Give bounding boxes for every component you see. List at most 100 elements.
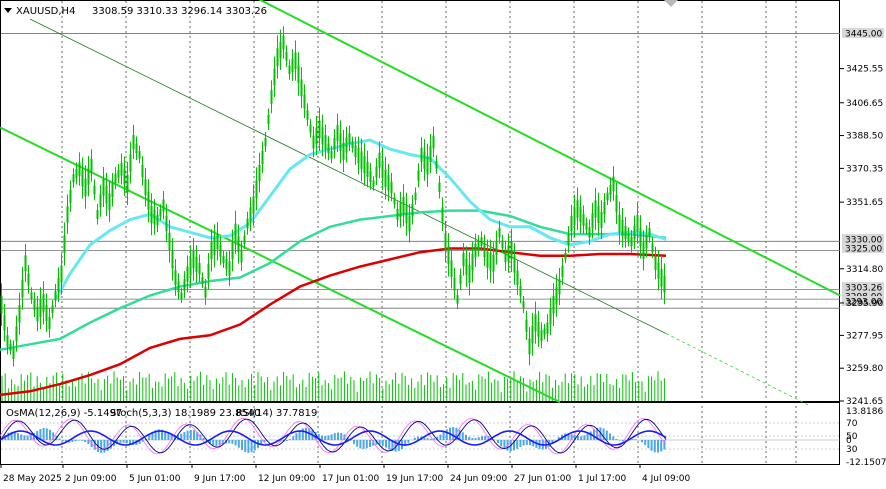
- candle-body: [327, 143, 330, 154]
- candle-body: [354, 145, 357, 158]
- candle-body: [267, 114, 270, 125]
- candle-body: [399, 202, 402, 218]
- candle-body: [57, 277, 60, 293]
- price-tick-label: 3277.95: [846, 331, 883, 341]
- candle-body: [282, 35, 285, 50]
- stoch-signal-line: [0, 417, 667, 455]
- candle-body: [237, 236, 240, 253]
- candle-body: [423, 151, 426, 169]
- candle-body: [363, 155, 366, 174]
- candle-body: [459, 274, 462, 285]
- osma-label: OsMA(12,26,9) -5.1497: [6, 408, 122, 419]
- oscillator-level-label: 70: [846, 419, 858, 429]
- candle-body: [534, 314, 537, 332]
- candle-body: [594, 200, 597, 218]
- candle-body: [33, 299, 36, 311]
- candle-body: [81, 169, 84, 187]
- candle-body: [108, 193, 111, 211]
- candle-body: [3, 315, 6, 331]
- candle-body: [0, 296, 3, 314]
- candle-body: [9, 344, 12, 351]
- candle-body: [279, 41, 282, 59]
- candle-body: [255, 180, 258, 199]
- candle-body: [213, 237, 216, 255]
- candle-body: [54, 290, 57, 301]
- candle-body: [390, 181, 393, 194]
- candle-body: [210, 241, 213, 260]
- candle-body: [102, 179, 105, 196]
- level-price-box: [842, 28, 884, 38]
- candle-body: [474, 243, 477, 258]
- candle-body: [45, 304, 48, 321]
- candle-body: [405, 205, 408, 224]
- candle-body: [243, 235, 246, 244]
- candle-body: [126, 174, 129, 193]
- candle-body: [153, 209, 156, 225]
- candle-body: [180, 292, 183, 299]
- candle-body: [618, 214, 621, 233]
- candle-body: [66, 206, 69, 223]
- candle-body: [42, 294, 45, 312]
- candle-body: [87, 168, 90, 185]
- candle-body: [540, 330, 543, 341]
- candle-body: [225, 259, 228, 270]
- candle-body: [636, 215, 639, 232]
- candle-body: [630, 236, 633, 247]
- candle-body: [300, 79, 303, 97]
- candle-body: [75, 169, 78, 179]
- candle-body: [159, 209, 162, 217]
- candle-body: [552, 296, 555, 314]
- candle-body: [471, 253, 474, 271]
- shift-marker-icon[interactable]: [664, 0, 678, 7]
- candle-body: [465, 258, 468, 276]
- candle-body: [84, 178, 87, 197]
- candle-body: [393, 197, 396, 205]
- candle-body: [270, 90, 273, 104]
- stoch-main-line: [0, 418, 667, 454]
- candle-body: [375, 166, 378, 178]
- candle-body: [588, 227, 591, 238]
- candle-body: [96, 210, 99, 219]
- dropdown-triangle-icon[interactable]: [4, 8, 12, 13]
- price-tick-label: 3388.50: [846, 132, 883, 142]
- candle-body: [246, 218, 249, 229]
- oscillator-level-label: 13.8186: [846, 407, 883, 417]
- main-chart-frame: [0, 0, 840, 402]
- candle-body: [261, 150, 264, 165]
- candle-body: [426, 156, 429, 175]
- time-tick-label: 17 Jun 01:00: [322, 474, 379, 484]
- candle-body: [333, 137, 336, 151]
- candle-body: [567, 234, 570, 246]
- candle-body: [639, 228, 642, 246]
- candle-body: [558, 279, 561, 295]
- candle-body: [312, 135, 315, 149]
- time-tick-label: 5 Jun 01:00: [129, 474, 181, 484]
- candle-body: [603, 201, 606, 215]
- candle-body: [495, 240, 498, 255]
- candle-body: [528, 338, 531, 355]
- candle-body: [273, 68, 276, 86]
- candle-body: [345, 137, 348, 153]
- candle-body: [219, 244, 222, 257]
- price-axis: 3425.55 3406.65 3388.50 3370.35 3351.65 3314.…: [840, 65, 883, 407]
- candle-body: [348, 133, 351, 144]
- candle-body: [60, 265, 63, 283]
- trendline-extension: [665, 333, 811, 407]
- candle-body: [192, 250, 195, 269]
- candle-body: [453, 277, 456, 291]
- stoch-label: Stoch(5,3,3) 18.1989 23.8540: [110, 408, 261, 419]
- candle-body: [258, 164, 261, 182]
- candle-body: [117, 169, 120, 178]
- candle-body: [525, 319, 528, 332]
- candle-body: [411, 203, 414, 217]
- level-price-label: 3325.00: [845, 245, 882, 255]
- time-tick-label: 9 Jun 17:00: [194, 474, 246, 484]
- indicator-frame: [0, 402, 840, 465]
- candle-body: [582, 213, 585, 226]
- candle-body: [516, 270, 519, 285]
- candle-body: [249, 207, 252, 222]
- candle-body: [318, 120, 321, 139]
- candle-body: [612, 176, 615, 191]
- candle-body: [90, 158, 93, 173]
